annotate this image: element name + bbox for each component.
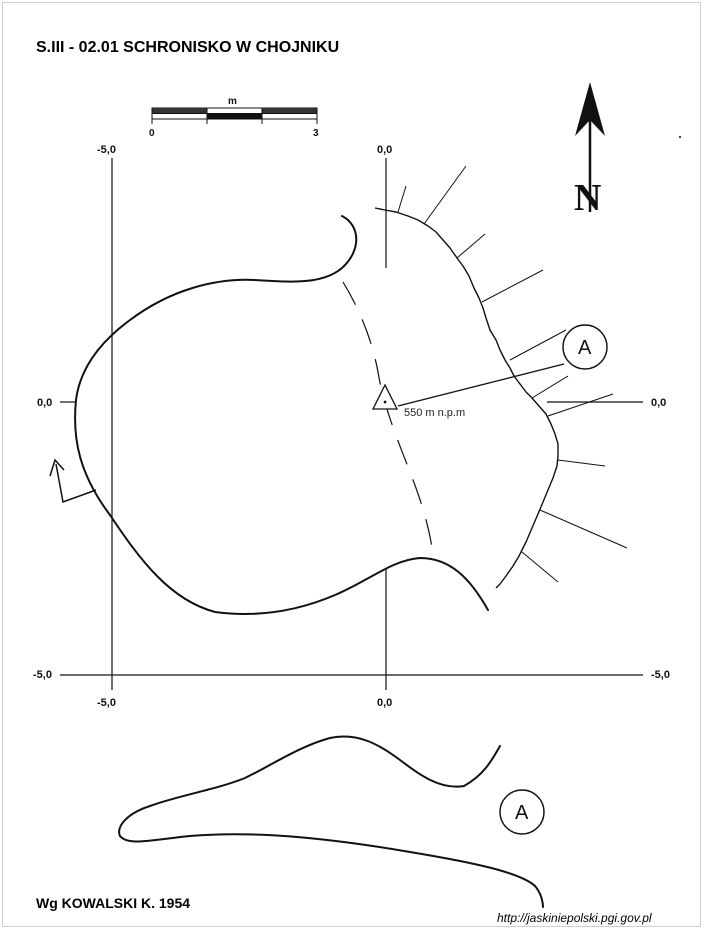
grid-label-y-right-middle: 0,0 — [651, 397, 666, 409]
cave-plan-outline — [74, 215, 489, 615]
cave-section-profile — [118, 735, 544, 908]
grid-label-y-left-bottom: -5,0 — [33, 669, 52, 681]
entrance-arrow — [49, 458, 97, 504]
grid-label-x-top-center: 0,0 — [377, 144, 392, 156]
grid-label-x-bottom-center: 0,0 — [377, 697, 392, 709]
section-marker-profile: A — [499, 789, 545, 835]
grid-label-x-top-left: -5,0 — [97, 144, 116, 156]
north-arrow: N — [574, 82, 605, 219]
grid-label-x-bottom-left: -5,0 — [97, 697, 116, 709]
drip-line — [342, 281, 433, 549]
stray-dot — [679, 136, 681, 138]
credit-text: Wg KOWALSKI K. 1954 — [36, 895, 190, 911]
section-marker-plan: A — [562, 324, 608, 370]
scale-bar: m 0 3 — [149, 96, 319, 139]
section-marker-label: A — [578, 337, 592, 359]
grid-label-y-left-middle: 0,0 — [37, 397, 52, 409]
wall-hachures — [397, 165, 628, 583]
source-url[interactable]: http://jaskiniepolski.pgi.gov.pl — [497, 911, 652, 925]
coordinate-grid — [60, 158, 643, 690]
survey-station — [371, 363, 565, 410]
north-label: N — [574, 177, 601, 219]
map-title: S.III - 02.01 SCHRONISKO W CHOJNIKU — [36, 39, 339, 56]
elevation-label: 550 m n.p.m — [404, 407, 465, 419]
scale-unit-label: m — [228, 96, 237, 107]
scale-end-label: 3 — [313, 128, 319, 139]
cave-right-wall — [374, 207, 559, 589]
grid-label-y-right-bottom: -5,0 — [651, 669, 670, 681]
scale-start-label: 0 — [149, 128, 155, 139]
section-marker-profile-label: A — [515, 802, 529, 824]
